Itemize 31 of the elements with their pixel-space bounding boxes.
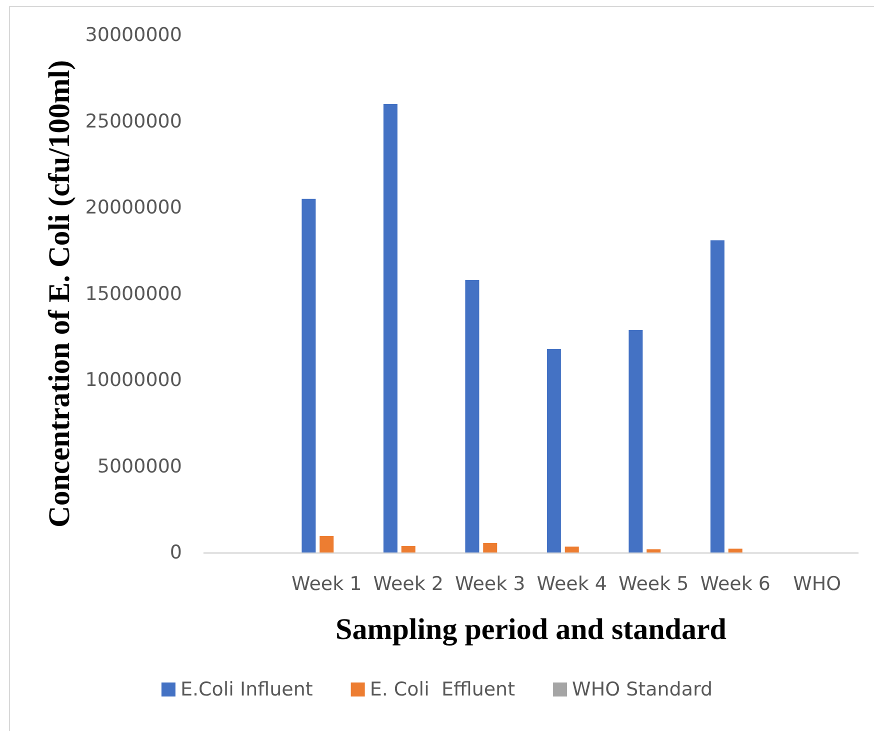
x-tick-label: Week 2 <box>373 573 444 595</box>
bar <box>546 348 561 552</box>
bar <box>564 546 579 552</box>
y-tick-label: 30000000 <box>85 24 182 46</box>
bar <box>728 548 742 552</box>
y-tick-label: 20000000 <box>85 196 182 218</box>
x-tick-label: Week 3 <box>455 573 526 595</box>
legend-label: E. Coli Effluent <box>370 678 516 700</box>
y-tick-label: 0 <box>170 542 182 564</box>
bar <box>401 546 416 552</box>
y-tick-label: 15000000 <box>85 282 182 305</box>
bar <box>710 240 724 552</box>
y-axis-title: Concentration of E. Coli (cfu/100ml) <box>42 60 76 528</box>
x-tick-label: Week 1 <box>292 573 362 595</box>
x-tick-label: Week 5 <box>618 573 689 595</box>
x-tick-label: WHO <box>793 573 842 595</box>
x-tick-label: Week 4 <box>536 573 607 595</box>
legend-label: WHO Standard <box>572 678 713 700</box>
bar <box>483 543 498 552</box>
x-tick-label: Week 6 <box>700 573 770 595</box>
bar <box>646 549 661 552</box>
y-tick-label: 5000000 <box>97 455 182 478</box>
bar <box>383 104 398 552</box>
legend-label: E.Coli Influent <box>180 678 313 700</box>
bar <box>320 536 334 552</box>
bar <box>302 198 316 552</box>
bar <box>628 330 643 552</box>
y-tick-label: 25000000 <box>85 110 182 132</box>
bar <box>465 280 480 552</box>
x-axis-title: Sampling period and standard <box>336 613 727 646</box>
y-tick-label: 10000000 <box>85 369 182 391</box>
